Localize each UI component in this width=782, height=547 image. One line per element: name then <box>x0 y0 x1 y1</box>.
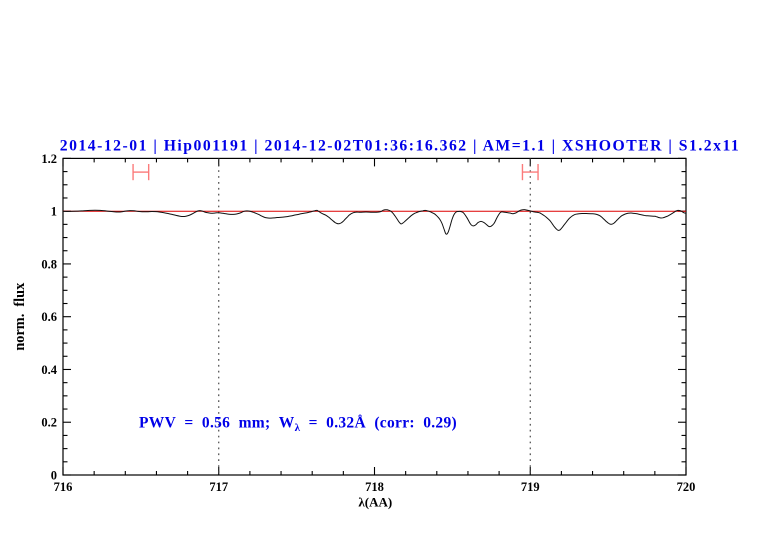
svg-text:717: 717 <box>209 480 228 494</box>
svg-text:720: 720 <box>677 480 696 494</box>
svg-text:0.4: 0.4 <box>41 363 57 377</box>
svg-text:1: 1 <box>51 205 57 219</box>
svg-text:0.8: 0.8 <box>41 257 57 271</box>
svg-text:norm. flux: norm. flux <box>12 282 28 351</box>
svg-text:1.2: 1.2 <box>41 152 57 166</box>
svg-text:2014-12-01 | Hip001191 | 2014-: 2014-12-01 | Hip001191 | 2014-12-02T01:3… <box>60 138 741 155</box>
svg-text:719: 719 <box>521 480 540 494</box>
svg-text:718: 718 <box>365 480 384 494</box>
svg-text:716: 716 <box>54 480 73 494</box>
svg-text:0.6: 0.6 <box>41 310 57 324</box>
svg-text:0.2: 0.2 <box>41 416 57 430</box>
svg-text:PWV = 0.56 mm; Wλ = 0.32: PWV = 0.56 mm; Wλ = 0.32Å (corr: 0.29) <box>139 415 457 435</box>
svg-text:0: 0 <box>51 469 57 483</box>
svg-text:λ(AA): λ(AA) <box>358 495 392 510</box>
